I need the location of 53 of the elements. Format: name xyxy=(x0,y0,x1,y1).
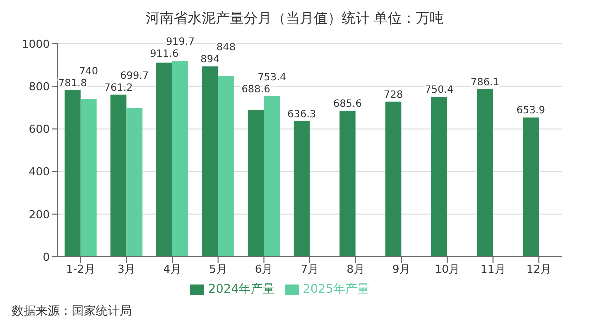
data-label: 786.1 xyxy=(470,78,500,89)
y-tick-label: 0 xyxy=(43,250,50,264)
y-tick-label: 600 xyxy=(29,123,50,136)
data-label: 728 xyxy=(384,90,404,101)
bar xyxy=(477,90,494,257)
x-tick-label: 12月 xyxy=(526,262,552,276)
x-tick-label: 5月 xyxy=(209,262,228,276)
bar xyxy=(80,99,97,257)
chart-title: 河南省水泥产量分月（当月值）统计 单位：万吨 xyxy=(144,10,446,29)
bar xyxy=(264,96,280,257)
data-label: 781.8 xyxy=(58,78,88,90)
legend-label: 2024年产量 xyxy=(208,282,275,296)
y-tick-label: 1000 xyxy=(22,38,50,51)
x-tick-label: 8月 xyxy=(346,262,365,276)
x-tick-label: 11月 xyxy=(480,262,506,276)
bar xyxy=(110,94,127,257)
bar xyxy=(202,66,218,257)
data-label: 894 xyxy=(200,54,220,66)
data-label: 740 xyxy=(79,66,98,78)
y-tick-label: 200 xyxy=(29,208,50,222)
bar xyxy=(64,90,81,257)
x-tick-label: 6月 xyxy=(255,262,274,276)
bar xyxy=(248,110,264,257)
y-tick-label: 800 xyxy=(29,80,50,94)
data-label: 848 xyxy=(216,42,236,54)
data-label: 753.4 xyxy=(258,72,286,84)
data-label: 685.6 xyxy=(333,98,362,110)
data-label: 688.6 xyxy=(242,84,270,96)
x-tick-label: 10月 xyxy=(434,262,460,276)
bar xyxy=(126,108,143,257)
bar xyxy=(340,110,356,257)
bar xyxy=(523,118,540,257)
x-tick-label: 1-2月 xyxy=(66,262,96,276)
x-tick-label: 9月 xyxy=(392,262,411,276)
bar xyxy=(156,62,173,257)
data-label: 761.2 xyxy=(104,82,134,94)
bar xyxy=(431,97,448,257)
data-label: 699.7 xyxy=(120,70,150,82)
x-tick-label: 4月 xyxy=(164,262,182,276)
bar xyxy=(218,76,234,257)
y-tick-label: 400 xyxy=(29,166,50,179)
data-label: 750.4 xyxy=(425,85,454,96)
bar xyxy=(386,102,402,257)
x-tick-label: 7月 xyxy=(301,262,319,276)
bar xyxy=(294,121,310,257)
data-label: 919.7 xyxy=(166,37,195,48)
data-label: 911.6 xyxy=(150,49,179,60)
source-note: 数据来源：国家统计局 xyxy=(12,303,132,320)
x-tick-label: 3月 xyxy=(118,262,136,276)
data-label: 653.9 xyxy=(516,106,546,117)
bar xyxy=(172,61,189,257)
data-label: 636.3 xyxy=(288,109,316,120)
legend-label: 2025年产量 xyxy=(303,282,370,296)
